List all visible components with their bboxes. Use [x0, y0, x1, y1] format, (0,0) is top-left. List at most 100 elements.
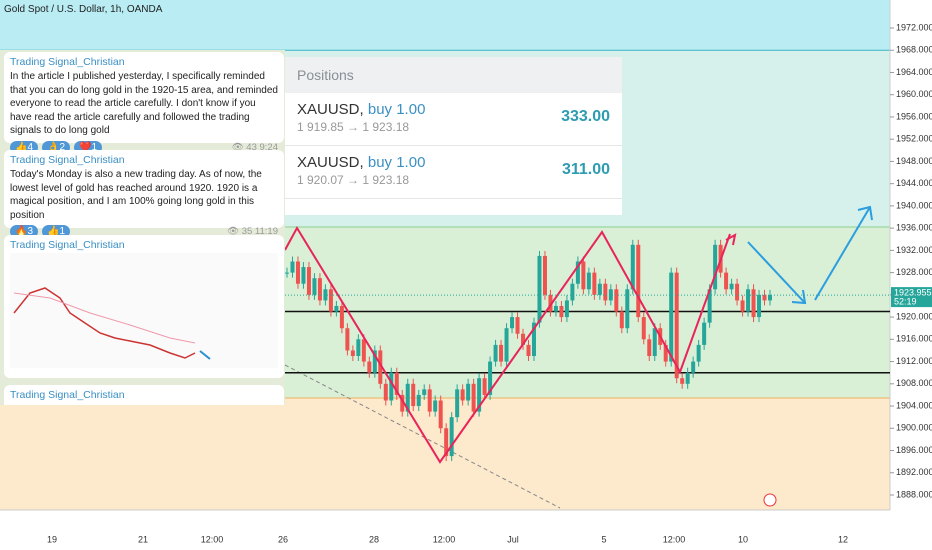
candle-body [663, 344, 668, 362]
position-row[interactable]: XAUUSD, buy 1.00 1 920.07 → 1 923.18 311… [285, 146, 622, 199]
candle-body [564, 300, 569, 318]
candle-body [746, 289, 751, 312]
y-tick-label: 1912.000 [896, 356, 932, 366]
symbol-name: XAUUSD, [297, 101, 364, 118]
reaction-emoji: 🔥 [15, 226, 28, 237]
x-tick-label: Jul [507, 534, 519, 544]
x-tick-label: 12:00 [433, 534, 456, 544]
meta: 👁 43 9:24 [231, 141, 278, 153]
candle-body [427, 389, 432, 412]
candle-body [345, 328, 350, 351]
candle-body [685, 372, 690, 384]
candle-body [323, 289, 328, 301]
candle-body [630, 244, 635, 290]
candle-body [290, 261, 295, 273]
candle-body [510, 317, 515, 329]
candle-body [466, 383, 471, 401]
date-axis [0, 510, 932, 550]
price-axis [890, 0, 932, 550]
y-tick-label: 1908.000 [896, 378, 932, 388]
zigzag [284, 226, 731, 464]
candle-body [438, 400, 443, 429]
candle-body [411, 383, 416, 407]
candle-body [581, 261, 586, 290]
candle-body [570, 283, 575, 301]
flash-icon [763, 493, 777, 507]
prices: 1 920.07 → 1 923.18 [297, 173, 410, 187]
y-tick-label: 1920.000 [896, 311, 932, 321]
candle-body [724, 272, 729, 290]
symbol: XAUUSD, buy 1.00 [297, 154, 425, 171]
profit: 333.00 [561, 108, 610, 125]
message: Trading Signal_Christian In the article … [4, 52, 284, 154]
arrow-up [814, 206, 871, 301]
x-tick-label: 10 [738, 534, 748, 544]
candle-body [306, 267, 311, 295]
candle-body [471, 383, 476, 412]
candle-body [636, 244, 641, 318]
trend-line [284, 364, 561, 509]
candle-body [526, 344, 531, 357]
candle-body [361, 339, 366, 362]
side: buy 1.00 [367, 101, 426, 118]
message: Trading Signal_Christian [4, 385, 284, 405]
candle-body [356, 339, 361, 357]
reaction-count: 1 [91, 141, 98, 153]
reaction-emoji: 👌 [47, 141, 60, 153]
message-text: In the article I published yesterday, I … [10, 71, 278, 136]
y-tick-label: 1900.000 [896, 423, 932, 433]
reaction[interactable]: 🔥3 [10, 225, 39, 238]
candle-body [312, 278, 317, 295]
candle-body [707, 289, 712, 323]
position-row[interactable]: XAUUSD, buy 1.00 1 919.85 → 1 923.18 333… [285, 93, 622, 146]
candle-body [625, 289, 630, 329]
candle-body [285, 272, 289, 274]
candle-body [641, 317, 646, 340]
arrow-down [747, 241, 806, 304]
candle-body [592, 272, 597, 295]
x-tick-label: 12 [838, 534, 848, 544]
candle-body [449, 417, 454, 457]
reaction-count: 3 [27, 226, 34, 237]
mini-price [13, 287, 196, 359]
side: buy 1.00 [367, 154, 426, 171]
candle-body [696, 344, 701, 362]
message-text: Today's Monday is also a new trading day… [10, 169, 262, 221]
candle-body [499, 344, 504, 362]
candle-body [433, 400, 438, 412]
candle-body [405, 383, 410, 412]
candle-body [482, 378, 487, 395]
y-tick-label: 1932.000 [896, 245, 932, 255]
candle-body [680, 378, 685, 384]
reaction-count: 2 [59, 141, 66, 153]
candle-body [559, 305, 564, 318]
message: Trading Signal_Christian Today's Monday … [4, 150, 284, 238]
y-tick-label: 1916.000 [896, 334, 932, 344]
x-tick-label: 12:00 [201, 534, 224, 544]
x-tick-label: 28 [369, 534, 379, 544]
chart-title: Gold Spot / U.S. Dollar, 1h, OANDA [4, 4, 163, 15]
y-tick-label: 1952.000 [896, 134, 932, 144]
x-tick-label: 21 [138, 534, 148, 544]
candle-body [757, 294, 762, 318]
y-tick-label: 1964.000 [896, 67, 932, 77]
reaction[interactable]: 👍1 [42, 225, 71, 238]
candle-body [350, 350, 355, 357]
candle-body [768, 294, 772, 301]
meta: 👁 35 11:19 [227, 226, 278, 237]
candle-body [372, 350, 377, 373]
candle-body [295, 261, 300, 284]
candle-body [674, 272, 679, 379]
time: 11:19 [254, 226, 278, 237]
arrow-head [791, 289, 807, 305]
candle-body [531, 322, 536, 357]
reaction-emoji: 👍 [15, 141, 28, 153]
candle-body [521, 333, 526, 345]
candle-body [334, 305, 339, 312]
candle-body [455, 389, 460, 418]
x-tick-label: 12:00 [663, 534, 686, 544]
candle-body [548, 294, 553, 312]
views: 35 [241, 226, 253, 237]
candle-body [729, 283, 734, 290]
